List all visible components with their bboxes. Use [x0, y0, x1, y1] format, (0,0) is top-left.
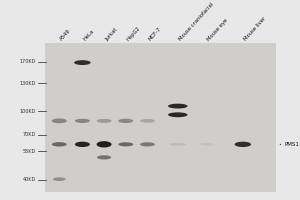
Ellipse shape [169, 143, 186, 146]
Ellipse shape [118, 142, 133, 146]
Text: 70KD: 70KD [23, 132, 36, 137]
Text: A549: A549 [59, 28, 72, 42]
Ellipse shape [53, 177, 66, 181]
Text: 100KD: 100KD [20, 109, 36, 114]
Ellipse shape [140, 119, 155, 123]
Ellipse shape [235, 142, 251, 147]
Bar [45, 43, 276, 192]
Ellipse shape [97, 141, 112, 148]
Ellipse shape [200, 143, 214, 146]
Ellipse shape [74, 60, 91, 65]
Ellipse shape [75, 119, 90, 123]
Ellipse shape [97, 155, 111, 159]
Ellipse shape [97, 119, 112, 123]
Text: 170KD: 170KD [20, 59, 36, 64]
Text: 40KD: 40KD [23, 177, 36, 182]
Text: Mouse craniofacial: Mouse craniofacial [178, 2, 214, 42]
Text: 130KD: 130KD [20, 81, 36, 86]
Text: 55KD: 55KD [23, 149, 36, 154]
Text: PMS1: PMS1 [284, 142, 299, 147]
Text: Jurkat: Jurkat [104, 27, 118, 42]
Ellipse shape [52, 142, 67, 147]
Text: HepG2: HepG2 [126, 25, 141, 42]
Ellipse shape [140, 142, 155, 146]
Text: MCF-7: MCF-7 [147, 26, 162, 42]
Ellipse shape [168, 112, 188, 117]
Text: Mouse eye: Mouse eye [207, 17, 229, 42]
Ellipse shape [118, 119, 133, 123]
Text: HeLa: HeLa [82, 29, 95, 42]
Ellipse shape [75, 142, 90, 147]
Ellipse shape [52, 118, 67, 123]
Ellipse shape [168, 104, 188, 109]
Text: Mouse liver: Mouse liver [243, 16, 267, 42]
